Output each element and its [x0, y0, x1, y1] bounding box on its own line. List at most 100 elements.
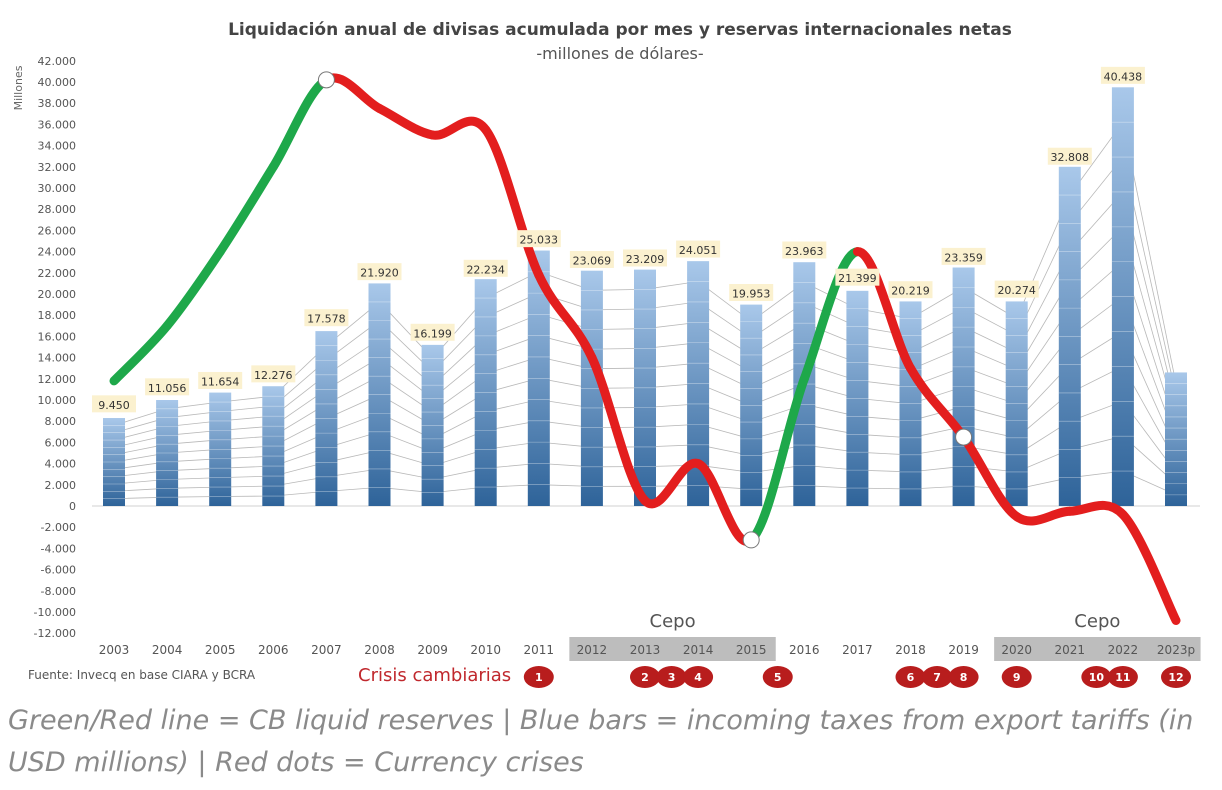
x-tick-label: 2003 — [99, 643, 130, 657]
y-tick-label: 10.000 — [38, 394, 77, 407]
cepo-label: Cepo — [650, 611, 696, 632]
reserves-line-segment — [375, 104, 438, 140]
y-tick-label: 20.000 — [38, 288, 77, 301]
x-tick-label: 2020 — [1001, 643, 1032, 657]
image-caption: Green/Red line = CB liquid reserves | Bl… — [8, 705, 1194, 778]
data-label: 20.219 — [891, 285, 930, 298]
data-label-bg — [729, 283, 774, 301]
reserves-line-segment — [746, 374, 809, 545]
crisis-dot — [762, 666, 793, 688]
crisis-dot-label: 6 — [907, 671, 915, 684]
crisis-dot-label: 4 — [694, 671, 702, 684]
y-tick-label: 26.000 — [38, 224, 77, 237]
y-tick-label: -2.000 — [41, 521, 76, 534]
y-tick-label: -12.000 — [34, 627, 76, 640]
reserves-line-segment — [906, 363, 969, 442]
data-label-bg — [92, 395, 136, 413]
x-tick-label: 2013 — [630, 643, 661, 657]
y-tick-label: 32.000 — [38, 161, 77, 174]
crisis-dot-label: 8 — [960, 671, 968, 684]
y-tick-label: 8.000 — [45, 415, 77, 428]
y-tick-label: 40.000 — [38, 76, 77, 89]
data-label: 24.051 — [679, 244, 718, 257]
crisis-dot-label: 7 — [933, 671, 941, 684]
data-label-bg — [357, 263, 402, 281]
data-label: 11.056 — [148, 382, 187, 395]
data-label: 9.450 — [98, 399, 130, 412]
reserves-line-segment — [481, 125, 544, 280]
reserves-line-segment — [1012, 506, 1075, 526]
cepo-band — [569, 637, 776, 661]
crisis-dot — [1107, 666, 1138, 688]
y-tick-label: -10.000 — [34, 606, 76, 619]
data-label-bg — [410, 323, 455, 341]
crisis-dot — [922, 666, 953, 688]
reserves-line-segment — [162, 247, 225, 331]
data-label: 11.654 — [201, 375, 240, 388]
chart-subtitle: -millones de dólares- — [536, 44, 704, 63]
x-tick-label: 2006 — [258, 643, 289, 657]
y-tick-label: -4.000 — [41, 542, 76, 555]
crisis-dot-label: 10 — [1089, 671, 1105, 684]
crisis-dot — [1081, 666, 1112, 688]
data-label-bg — [304, 309, 349, 327]
y-tick-label: 36.000 — [38, 118, 77, 131]
x-tick-label: 2012 — [577, 643, 608, 657]
crisis-dot-label: 3 — [668, 671, 676, 684]
y-tick-label: 18.000 — [38, 309, 77, 322]
data-label: 40.438 — [1104, 70, 1143, 83]
data-label: 20.274 — [997, 284, 1036, 297]
data-label: 19.953 — [732, 287, 771, 300]
y-tick-label: 6.000 — [45, 436, 77, 449]
data-label-bg — [835, 268, 880, 286]
x-tick-label: 2010 — [470, 643, 501, 657]
crisis-dot-label: 1 — [535, 671, 543, 684]
reserves-line-segment — [587, 353, 650, 506]
reserves-line-segment — [799, 247, 862, 384]
crisis-dot — [656, 666, 687, 688]
data-label-bg — [994, 280, 1039, 298]
y-tick-label: -8.000 — [41, 585, 76, 598]
data-label: 23.069 — [573, 254, 612, 267]
reserves-line-segment — [640, 458, 703, 509]
data-label-bg — [888, 281, 933, 299]
reserves-line-segment — [534, 270, 597, 363]
x-tick-label: 2005 — [205, 643, 236, 657]
data-label: 21.399 — [838, 272, 877, 285]
x-tick-label: 2017 — [842, 643, 873, 657]
crisis-dot-label: 11 — [1115, 671, 1130, 684]
y-tick-label: 4.000 — [45, 458, 77, 471]
data-label-bg — [782, 241, 827, 259]
crisis-dot-label: 9 — [1013, 671, 1021, 684]
y-tick-label: 14.000 — [38, 352, 77, 365]
x-tick-label: 2011 — [524, 643, 555, 657]
data-label-bg — [569, 250, 614, 268]
data-label: 25.033 — [520, 234, 559, 247]
data-label-bg — [198, 371, 243, 389]
turning-point-marker — [742, 531, 760, 549]
cepo-label: Cepo — [1074, 611, 1120, 632]
data-label-bg — [623, 249, 667, 267]
data-label-bg — [463, 259, 508, 277]
crisis-dot — [1001, 666, 1032, 688]
y-tick-label: 38.000 — [38, 97, 77, 110]
data-label: 23.359 — [944, 251, 983, 264]
x-tick-label: 2015 — [736, 643, 767, 657]
crisis-dot — [683, 666, 714, 688]
y-tick-label: 22.000 — [38, 267, 77, 280]
data-label: 12.276 — [254, 369, 293, 382]
crisis-dot — [523, 666, 554, 688]
data-label-bg — [676, 240, 721, 258]
data-label: 23.963 — [785, 245, 824, 258]
reserves-line-segment — [959, 432, 1022, 522]
y-tick-label: 2.000 — [45, 479, 77, 492]
reserves-line-segment — [1065, 500, 1128, 519]
x-tick-label: 2016 — [789, 643, 820, 657]
data-label-bg — [251, 365, 296, 383]
crisis-dot — [895, 666, 926, 688]
data-label: 16.199 — [413, 327, 452, 340]
x-tick-label: 2021 — [1055, 643, 1086, 657]
data-label-bg — [941, 247, 986, 265]
turning-point-marker — [955, 428, 973, 446]
data-label: 23.209 — [626, 253, 665, 266]
